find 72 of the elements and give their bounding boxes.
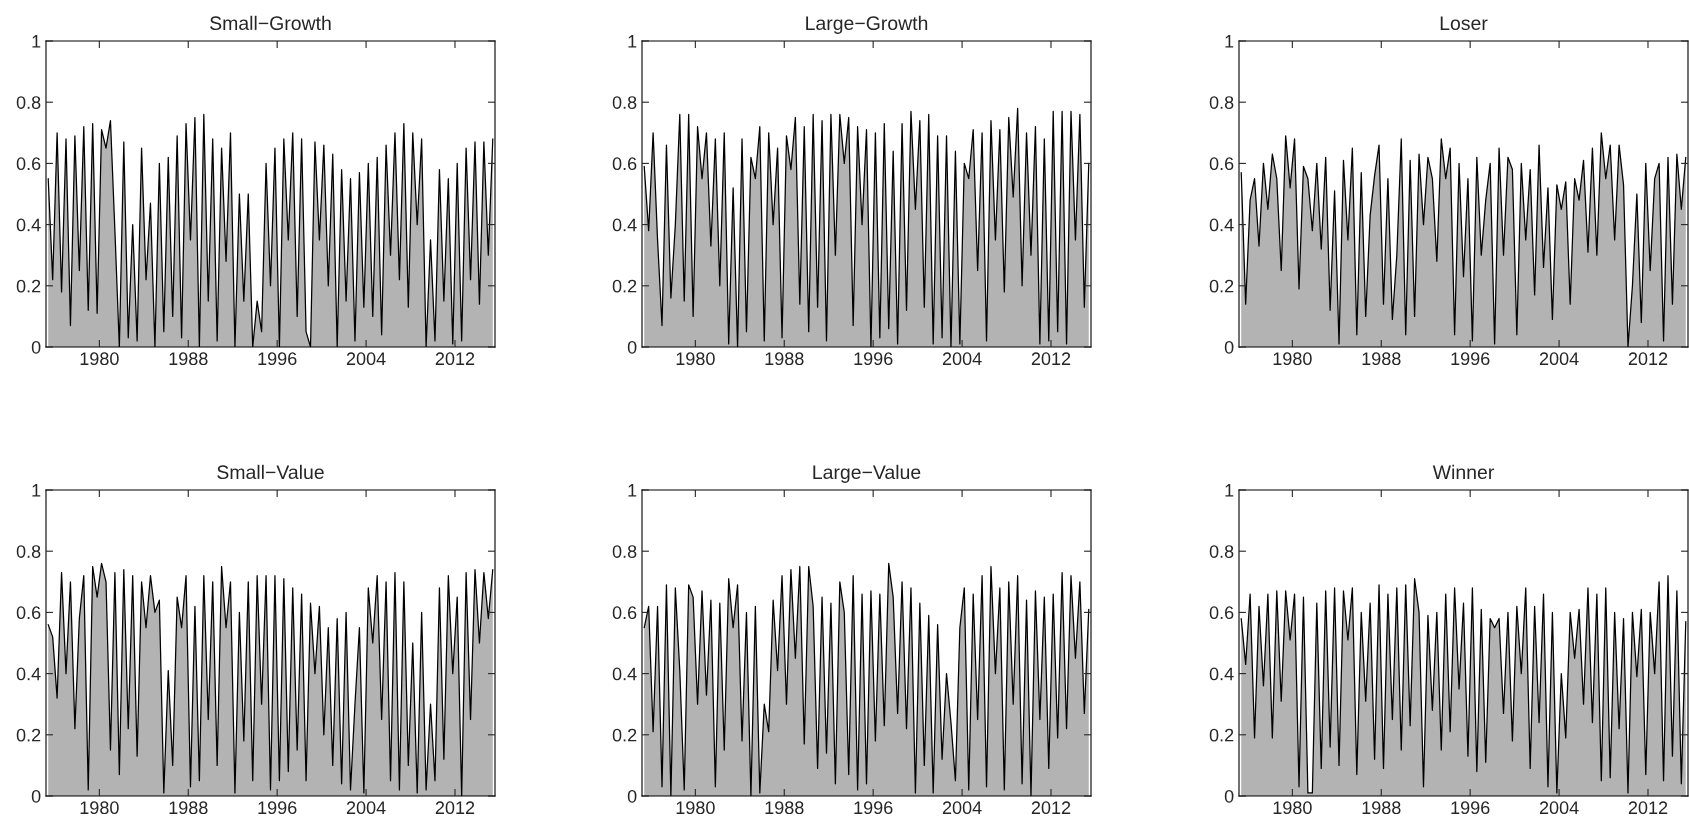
x-tick-label: 1996 bbox=[258, 352, 297, 366]
x-tick-label: 1996 bbox=[854, 801, 893, 815]
y-tick-label: 0.4 bbox=[1209, 667, 1234, 681]
x-tick-label: 1996 bbox=[1451, 352, 1490, 366]
x-tick-label: 1988 bbox=[169, 352, 208, 366]
y-tick-label: 1 bbox=[32, 484, 41, 497]
y-tick-label: 0 bbox=[1224, 340, 1234, 354]
y-tick-label: 0.6 bbox=[16, 157, 41, 171]
x-tick-label: 1988 bbox=[1362, 801, 1401, 815]
y-tick-label: 0 bbox=[31, 340, 41, 354]
y-tick-label: 1 bbox=[1225, 484, 1234, 497]
y-tick-label: 0.2 bbox=[1209, 728, 1234, 742]
y-tick-label: 1 bbox=[628, 484, 637, 497]
y-tick-label: 1 bbox=[32, 35, 41, 48]
x-tick-label: 1980 bbox=[80, 352, 119, 366]
x-tick-label: 1996 bbox=[258, 801, 297, 815]
x-tick-label: 1980 bbox=[676, 801, 715, 815]
x-tick-label: 1980 bbox=[80, 801, 119, 815]
x-tick-label: 2004 bbox=[942, 801, 982, 815]
y-tick-label: 0.2 bbox=[612, 279, 637, 293]
y-tick-label: 0.2 bbox=[16, 279, 41, 293]
y-tick-label: 0.8 bbox=[1209, 545, 1234, 558]
x-tick-label: 1980 bbox=[676, 352, 715, 366]
y-tick-label: 0.4 bbox=[1209, 218, 1234, 232]
y-tick-label: 0 bbox=[31, 789, 41, 803]
x-tick-label: 2012 bbox=[435, 352, 475, 366]
y-tick-label: 0.4 bbox=[16, 218, 41, 232]
y-tick-label: 0.6 bbox=[612, 606, 637, 620]
x-tick-label: 2012 bbox=[1628, 352, 1668, 366]
x-tick-label: 1988 bbox=[1362, 352, 1401, 366]
y-tick-label: 0.8 bbox=[16, 96, 41, 109]
x-tick-label: 2004 bbox=[1539, 801, 1579, 815]
y-tick-label: 0.6 bbox=[1209, 606, 1234, 620]
y-tick-label: 1 bbox=[628, 35, 637, 48]
y-tick-label: 0.2 bbox=[16, 728, 41, 742]
x-tick-label: 2012 bbox=[1628, 801, 1668, 815]
y-tick-label: 0.8 bbox=[1209, 96, 1234, 109]
x-tick-label: 1980 bbox=[1273, 352, 1312, 366]
y-tick-label: 0.6 bbox=[16, 606, 41, 620]
y-tick-label: 0 bbox=[627, 340, 637, 354]
x-tick-label: 2004 bbox=[346, 801, 386, 815]
y-tick-label: 0 bbox=[627, 789, 637, 803]
x-tick-label: 1996 bbox=[854, 352, 893, 366]
x-tick-label: 2012 bbox=[1031, 801, 1071, 815]
y-tick-label: 0 bbox=[1224, 789, 1234, 803]
chart-title: Small−Value bbox=[217, 464, 324, 480]
y-tick-label: 0.4 bbox=[16, 667, 41, 681]
chart-title: Loser bbox=[1440, 16, 1488, 31]
x-tick-label: 1988 bbox=[765, 352, 804, 366]
y-tick-label: 0.8 bbox=[612, 545, 637, 558]
y-tick-label: 0.4 bbox=[612, 218, 637, 232]
y-tick-label: 0.6 bbox=[612, 157, 637, 171]
y-tick-label: 0.8 bbox=[16, 545, 41, 558]
x-tick-label: 1988 bbox=[169, 801, 208, 815]
y-tick-label: 0.2 bbox=[612, 728, 637, 742]
x-tick-label: 2004 bbox=[1539, 352, 1579, 366]
y-tick-label: 0.8 bbox=[612, 96, 637, 109]
x-tick-label: 1996 bbox=[1451, 801, 1490, 815]
y-tick-label: 1 bbox=[1225, 35, 1234, 48]
x-tick-label: 2012 bbox=[435, 801, 475, 815]
chart-title: Large−Value bbox=[813, 464, 921, 483]
x-tick-label: 1988 bbox=[765, 801, 804, 815]
y-tick-label: 0.6 bbox=[1209, 157, 1234, 171]
chart-title: Small−Growth bbox=[210, 15, 331, 31]
chart-title: Winner bbox=[1432, 464, 1494, 480]
x-tick-label: 1980 bbox=[1273, 801, 1312, 815]
y-tick-label: 0.2 bbox=[1209, 279, 1234, 293]
x-tick-label: 2012 bbox=[1031, 352, 1071, 366]
x-tick-label: 2004 bbox=[346, 352, 386, 366]
x-tick-label: 2004 bbox=[942, 352, 982, 366]
y-tick-label: 0.4 bbox=[612, 667, 637, 681]
chart-title: Large−Growth bbox=[806, 15, 928, 34]
